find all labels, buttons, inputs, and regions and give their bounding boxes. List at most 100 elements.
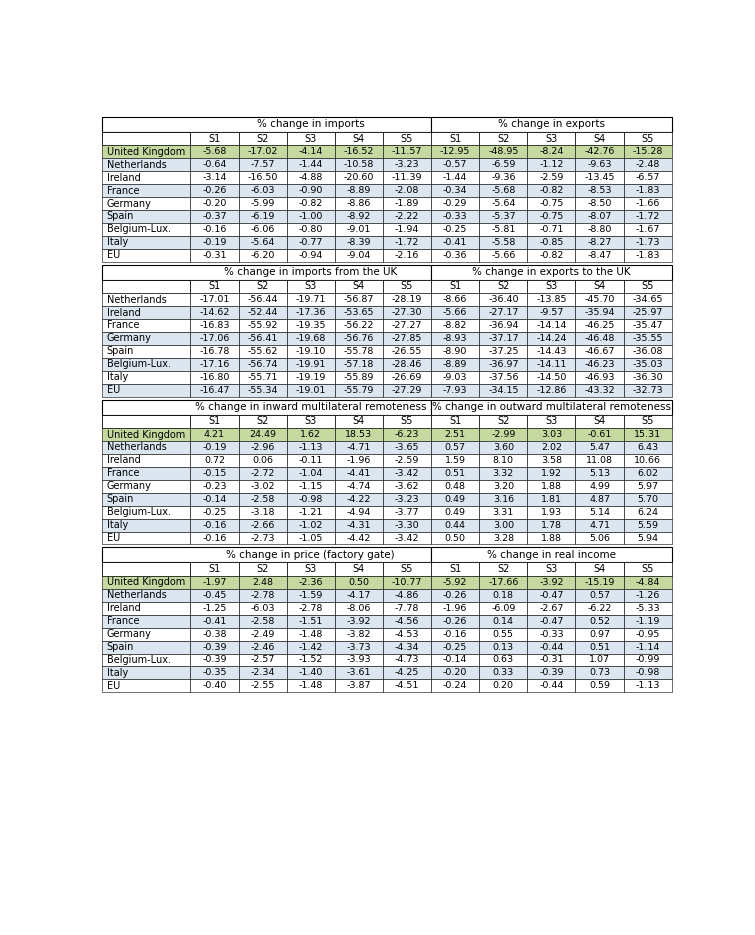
Bar [190,614,239,627]
Text: -8.07: -8.07 [587,212,612,221]
Text: -25.97: -25.97 [633,308,663,317]
Bar [431,453,479,467]
Bar [575,531,624,544]
Bar [479,197,527,210]
Text: -2.67: -2.67 [539,604,563,612]
Bar [287,680,334,692]
Text: S5: S5 [401,564,413,574]
Bar [527,280,575,294]
Bar [287,358,334,371]
Text: -17.16: -17.16 [199,360,230,368]
Bar [431,654,479,667]
Bar [190,654,239,667]
Bar [239,519,287,531]
Text: 4.21: 4.21 [204,430,225,439]
Text: -46.48: -46.48 [584,334,615,343]
Text: -6.59: -6.59 [491,160,516,169]
Text: -15.28: -15.28 [633,148,663,156]
Bar [431,614,479,627]
Bar [102,467,190,480]
Text: 0.13: 0.13 [493,642,514,652]
Text: 6.43: 6.43 [637,443,658,452]
Text: -4.14: -4.14 [298,148,323,156]
Bar [334,236,383,249]
Text: -3.61: -3.61 [347,669,371,678]
Text: 0.50: 0.50 [445,534,466,542]
Bar [102,531,190,544]
Text: -27.29: -27.29 [392,385,422,395]
Text: -35.03: -35.03 [633,360,663,368]
Text: S3: S3 [304,281,317,292]
Bar [334,614,383,627]
Bar [575,414,624,428]
Text: % change in outward multilateral remoteness: % change in outward multilateral remoten… [432,402,671,412]
Bar [102,399,431,414]
Bar [239,223,287,236]
Text: -1.67: -1.67 [636,225,660,234]
Text: -0.80: -0.80 [298,225,323,234]
Bar [287,345,334,358]
Bar [239,602,287,614]
Text: -2.48: -2.48 [636,160,660,169]
Text: -19.91: -19.91 [295,360,326,368]
Bar [624,319,672,332]
Bar [287,249,334,262]
Text: -0.75: -0.75 [539,199,563,208]
Text: -4.94: -4.94 [347,508,371,517]
Text: 0.57: 0.57 [445,443,466,452]
Bar [431,236,479,249]
Text: -0.20: -0.20 [443,669,467,678]
Bar [383,614,431,627]
Bar [575,345,624,358]
Bar [479,640,527,654]
Text: -3.77: -3.77 [395,508,419,517]
Bar [624,249,672,262]
Text: -8.89: -8.89 [443,360,467,368]
Bar [527,667,575,680]
Bar [102,480,190,493]
Text: -5.37: -5.37 [491,212,516,221]
Text: -46.23: -46.23 [584,360,615,368]
Bar [239,197,287,210]
Text: -56.76: -56.76 [344,334,374,343]
Text: -4.17: -4.17 [347,591,371,599]
Bar [479,414,527,428]
Text: -0.82: -0.82 [539,251,563,260]
Text: Netherlands: Netherlands [106,295,167,305]
Text: 2.51: 2.51 [445,430,466,439]
Text: -14.11: -14.11 [536,360,566,368]
Text: -3.82: -3.82 [347,629,371,639]
Text: -2.96: -2.96 [251,443,275,452]
Text: S1: S1 [449,134,461,144]
Bar [527,158,575,171]
Bar [624,414,672,428]
Text: -2.34: -2.34 [251,669,275,678]
Text: -0.36: -0.36 [443,251,467,260]
Bar [190,506,239,519]
Text: -17.01: -17.01 [199,295,230,304]
Text: 0.55: 0.55 [493,629,514,639]
Text: -0.75: -0.75 [539,212,563,221]
Bar [334,441,383,453]
Text: 0.06: 0.06 [252,456,273,465]
Bar [575,306,624,319]
Bar [287,602,334,614]
Bar [190,280,239,294]
Bar [190,563,239,576]
Bar [383,589,431,602]
Text: 3.60: 3.60 [493,443,514,452]
Text: -55.78: -55.78 [344,347,374,356]
Bar [479,680,527,692]
Bar [575,654,624,667]
Text: -5.66: -5.66 [491,251,516,260]
Bar [287,627,334,640]
Text: -6.03: -6.03 [251,186,275,195]
Bar [527,627,575,640]
Bar [431,576,479,589]
Text: -20.60: -20.60 [344,173,374,182]
Bar [334,414,383,428]
Text: -5.99: -5.99 [251,199,275,208]
Bar [190,171,239,184]
Bar [527,332,575,345]
Bar [527,184,575,197]
